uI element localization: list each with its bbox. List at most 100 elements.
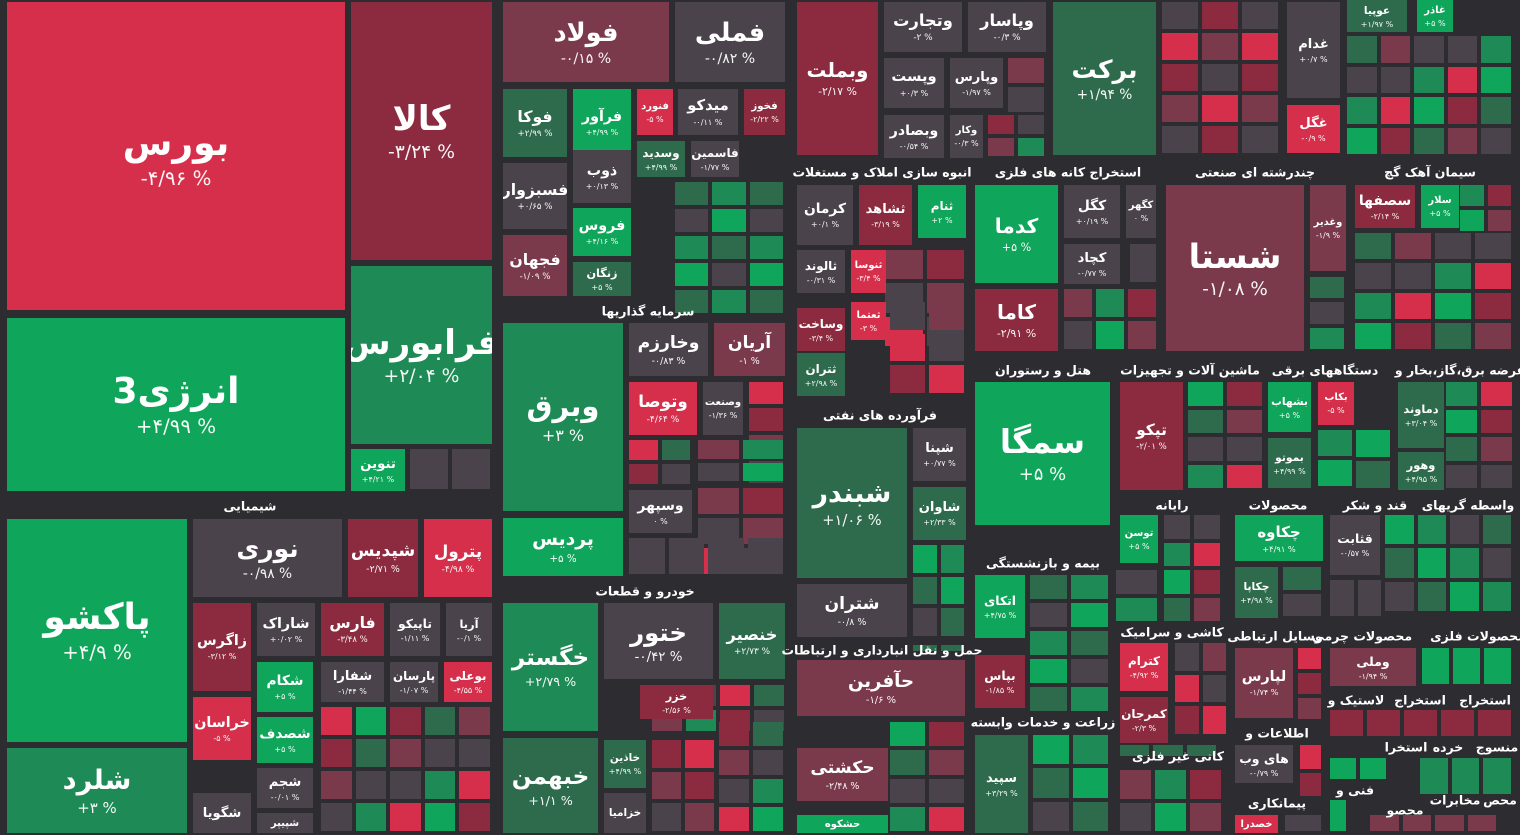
stock-tile[interactable]: وکار -۰/۳ % (950, 115, 983, 158)
stock-tile[interactable]: شبندر +۱/۰۶ % (797, 428, 907, 578)
stock-tile[interactable]: قثابت -۰/۵۷ % (1330, 515, 1380, 575)
stock-tile[interactable]: خراسان -۵ % (193, 697, 251, 760)
stock-tile[interactable]: وپارس -۱/۹۷ % (950, 58, 1003, 108)
stock-tile[interactable]: میدکو -۰/۱۱ % (678, 89, 738, 135)
stock-tile[interactable]: تاپیکو -۱/۱۱ % (390, 603, 440, 656)
stock-tile[interactable]: نوری -۰/۹۸ % (193, 519, 342, 597)
stock-tile[interactable]: بپاس -۱/۸۵ % (975, 655, 1025, 708)
stock-tile[interactable]: فروس +۴/۱۶ % (573, 208, 631, 256)
stock-tile[interactable]: اتکای +۴/۷۵ % (975, 575, 1025, 638)
stock-tile[interactable]: تنوین +۴/۲۱ % (351, 449, 405, 491)
stock-tile[interactable]: پاکشو +۴/۹ % (7, 519, 187, 742)
stock-tile[interactable]: وساخت -۳/۴ % (797, 308, 845, 351)
stock-tile[interactable]: برکت +۱/۹۴ % (1053, 2, 1156, 155)
stock-tile[interactable]: سصفها -۲/۱۴ % (1355, 185, 1415, 228)
stock-tile[interactable]: ثالوند -۰/۳۱ % (797, 250, 845, 293)
stock-tile[interactable]: وملی -۱/۹۴ % (1330, 648, 1416, 686)
stock-tile[interactable]: شگویا (193, 793, 251, 833)
stock-tile[interactable]: فوکا +۲/۹۹ % (503, 89, 567, 157)
stock-tile[interactable]: غاذر +۵ % (1417, 0, 1453, 32)
stock-tile[interactable]: کترام -۴/۹۲ % (1120, 643, 1168, 691)
stock-tile[interactable]: شتران -۰/۸ % (797, 584, 907, 637)
stock-tile[interactable]: شاراک +۰/۰۲ % (257, 603, 315, 656)
stock-tile[interactable]: خاذین +۴/۹۹ % (604, 740, 646, 788)
stock-tile[interactable]: شپنا +۰/۷۷ % (913, 428, 966, 481)
stock-tile[interactable]: دماوند +۳/۰۴ % (1398, 382, 1444, 448)
stock-tile[interactable]: وپست +۰/۳ % (884, 58, 944, 108)
stock-tile[interactable]: شپدیس -۲/۷۱ % (348, 519, 418, 597)
stock-tile[interactable]: فملی -۰/۸۲ % (675, 2, 785, 82)
stock-tile[interactable]: لپارس -۱/۷۴ % (1235, 648, 1293, 718)
stock-tile[interactable]: کچاد -۰/۷۷ % (1064, 244, 1120, 284)
stock-tile[interactable]: خنصیر +۲/۷۳ % (719, 603, 785, 679)
stock-tile[interactable]: پترول -۴/۹۸ % (424, 519, 492, 597)
stock-tile[interactable]: کگهر ۰ % (1126, 185, 1156, 238)
stock-tile[interactable]: انرژی3 +۴/۹۹ % (7, 318, 345, 491)
stock-tile[interactable]: فنورد -۵ % (637, 89, 673, 135)
stock-tile[interactable]: ذوب +۰/۱۳ % (573, 150, 631, 203)
stock-tile[interactable]: ختور -۰/۴۲ % (604, 603, 713, 679)
stock-tile[interactable]: ثنوسا -۳/۴ % (851, 250, 886, 293)
stock-tile[interactable]: وپاسار -۰/۳ % (968, 2, 1046, 52)
stock-tile[interactable]: فسبزوار +۰/۶۵ % (503, 163, 567, 229)
stock-tile[interactable]: خزامیا (604, 793, 646, 833)
stock-tile[interactable]: زنگان +۵ % (573, 262, 631, 296)
stock-tile[interactable]: سپید +۳/۲۹ % (975, 735, 1028, 833)
stock-tile[interactable]: های وب -۰/۷۹ % (1235, 745, 1293, 783)
stock-tile[interactable]: وبصادر -۰/۵۴ % (884, 115, 944, 158)
stock-tile[interactable]: کمرجان -۲/۳ % (1120, 697, 1168, 743)
stock-tile[interactable]: فخوز -۲/۲۲ % (744, 89, 785, 135)
stock-tile[interactable]: وبملت -۲/۱۷ % (797, 2, 878, 155)
stock-tile[interactable]: وخارزم -۰/۸۳ % (629, 323, 708, 376)
stock-tile[interactable]: شپیپر (257, 813, 313, 833)
stock-tile[interactable]: شصدف +۵ % (257, 717, 313, 763)
stock-tile[interactable]: وسپهر ۰ % (629, 490, 692, 533)
stock-tile[interactable]: سمگا +۵ % (975, 382, 1110, 525)
stock-tile[interactable]: شلرد +۳ % (7, 748, 187, 833)
stock-tile[interactable]: کگل +۰/۱۹ % (1064, 185, 1120, 238)
stock-tile[interactable]: وهور +۴/۹۵ % (1398, 452, 1444, 490)
stock-tile[interactable]: بشهاب +۵ % (1268, 382, 1311, 432)
stock-tile[interactable]: کدما +۵ % (975, 185, 1058, 283)
stock-tile[interactable]: شفارا -۱/۴۴ % (321, 662, 384, 702)
stock-tile[interactable]: شکام +۵ % (257, 662, 313, 712)
stock-tile[interactable]: شجم -۰/۰۱ % (257, 768, 313, 808)
stock-tile[interactable]: وبرق +۳ % (503, 323, 623, 511)
stock-tile[interactable]: خبهمن +۱/۱ % (503, 738, 598, 833)
stock-tile[interactable]: آریا -۰/۱ % (446, 603, 492, 656)
stock-tile[interactable]: فارس -۳/۴۸ % (321, 603, 384, 656)
stock-tile[interactable]: تپکو -۲/۰۱ % (1120, 382, 1183, 490)
stock-tile[interactable]: خگستر +۲/۷۹ % (503, 603, 598, 731)
stock-tile[interactable]: ثشاهد -۳/۱۹ % (859, 185, 912, 245)
stock-tile[interactable]: غگل -۰/۹ % (1287, 105, 1340, 153)
stock-tile[interactable]: عوپیا +۱/۹۷ % (1347, 0, 1407, 32)
stock-tile[interactable]: پارسان -۱/۰۷ % (390, 662, 438, 702)
stock-tile[interactable]: حکشتی -۲/۴۸ % (797, 748, 888, 801)
stock-tile[interactable]: بوعلی -۴/۵۵ % (444, 662, 492, 702)
stock-tile[interactable]: ثنام +۲ % (918, 185, 966, 238)
stock-tile[interactable]: خصدرا (1235, 815, 1278, 833)
stock-tile[interactable]: حآفرین -۱/۶ % (797, 660, 965, 716)
stock-tile[interactable]: فجهان -۱/۰۹ % (503, 235, 567, 296)
stock-tile[interactable]: فرآور +۴/۹۹ % (573, 89, 631, 157)
stock-tile[interactable]: خزر -۲/۵۶ % (640, 685, 713, 719)
stock-tile[interactable]: فولاد -۰/۱۵ % (503, 2, 669, 82)
stock-tile[interactable]: وتوصا -۴/۶۴ % (629, 382, 697, 435)
stock-tile[interactable]: بورس -۴/۹۶ % (7, 2, 345, 310)
stock-tile[interactable]: بکاب -۵ % (1318, 382, 1354, 425)
stock-tile[interactable]: زاگرس -۳/۱۲ % (193, 603, 251, 691)
stock-tile[interactable]: وغدیر -۱/۹ % (1310, 185, 1346, 271)
stock-tile[interactable]: فاسمین -۱/۷۷ % (691, 141, 739, 177)
stock-tile[interactable]: شاوان +۲/۳۳ % (913, 487, 966, 540)
stock-tile[interactable]: توسن +۵ % (1120, 515, 1158, 563)
stock-tile[interactable]: وصنعت -۱/۳۶ % (703, 382, 743, 435)
stock-tile[interactable]: ثتران +۲/۹۸ % (797, 353, 845, 396)
stock-tile[interactable]: کرمان +۰/۱ % (797, 185, 853, 245)
stock-tile[interactable]: سلار +۵ % (1421, 185, 1459, 228)
stock-tile[interactable]: وتجارت -۲ % (884, 2, 962, 52)
stock-tile[interactable]: کالا -۳/۲۴ % (351, 2, 492, 260)
stock-tile[interactable]: کاما -۲/۹۱ % (975, 289, 1058, 351)
stock-tile[interactable]: بموتو +۴/۹۹ % (1268, 438, 1311, 488)
stock-tile[interactable]: چکاوه +۴/۹۱ % (1235, 515, 1323, 561)
stock-tile[interactable]: وسدید +۴/۹۹ % (637, 141, 685, 177)
